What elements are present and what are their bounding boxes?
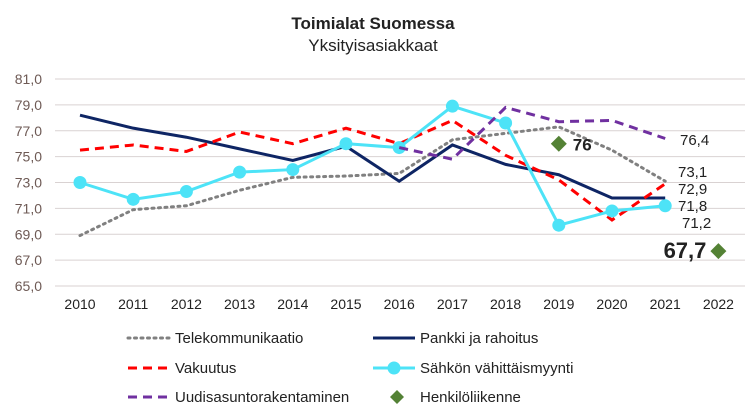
end-label: 71,8 — [678, 198, 707, 215]
x-tick-label: 2015 — [330, 296, 361, 312]
legend-label: Pankki ja rahoitus — [420, 330, 538, 347]
y-tick-label: 75,0 — [15, 149, 42, 165]
x-tick-label: 2020 — [596, 296, 627, 312]
data-point — [126, 192, 140, 206]
series-line-1 — [79, 113, 666, 200]
data-point — [658, 199, 672, 213]
x-tick-label: 2022 — [703, 296, 734, 312]
data-point — [286, 163, 300, 177]
end-label: 72,9 — [678, 181, 707, 198]
legend-label: Vakuutus — [175, 360, 236, 377]
x-tick-label: 2014 — [277, 296, 308, 312]
x-tick-label: 2019 — [543, 296, 574, 312]
x-tick-label: 2011 — [118, 296, 148, 312]
y-tick-label: 77,0 — [15, 123, 42, 139]
legend-label: Sähkön vähittäismyynti — [420, 360, 573, 377]
chart-title: Toimialat Suomessa — [291, 14, 455, 33]
x-tick-label: 2012 — [171, 296, 202, 312]
x-tick-label: 2010 — [64, 296, 95, 312]
x-tick-label: 2018 — [490, 296, 521, 312]
y-tick-label: 73,0 — [15, 175, 42, 191]
end-label: 71,2 — [682, 215, 711, 232]
data-point — [233, 165, 247, 179]
x-tick-label: 2017 — [437, 296, 468, 312]
data-point — [339, 137, 353, 151]
data-point — [73, 176, 87, 189]
data-point — [499, 116, 513, 130]
series-line-0 — [78, 125, 667, 238]
x-tick-label: 2016 — [384, 296, 415, 312]
y-tick-label: 67,0 — [15, 252, 42, 268]
data-point-diamond — [710, 243, 727, 260]
y-tick-label: 65,0 — [15, 278, 42, 294]
data-point — [552, 218, 566, 232]
end-label: 73,1 — [678, 164, 707, 181]
y-tick-label: 79,0 — [15, 97, 42, 113]
legend-label: Uudisasuntorakentaminen — [175, 389, 349, 406]
legend-marker-dot — [387, 361, 401, 375]
data-point — [179, 185, 193, 199]
y-tick-label: 69,0 — [15, 226, 42, 242]
y-tick-label: 71,0 — [15, 200, 42, 216]
series-line-4 — [398, 105, 666, 161]
y-tick-label: 81,0 — [15, 71, 42, 87]
data-label: 67,7 — [664, 238, 707, 263]
data-point — [605, 204, 619, 218]
chart-subtitle: Yksityisasiakkaat — [308, 36, 438, 55]
data-label: 76 — [573, 136, 592, 155]
legend-label: Telekommunikaatio — [175, 330, 303, 347]
data-point-diamond — [550, 135, 567, 152]
data-point — [445, 99, 459, 113]
legend-marker — [390, 390, 404, 404]
end-label: 76,4 — [680, 132, 709, 149]
x-tick-label: 2013 — [224, 296, 255, 312]
series-line-2 — [79, 118, 667, 222]
series-line-3 — [79, 104, 666, 227]
x-tick-label: 2021 — [650, 296, 681, 312]
legend-label: Henkilöliikenne — [420, 389, 521, 406]
